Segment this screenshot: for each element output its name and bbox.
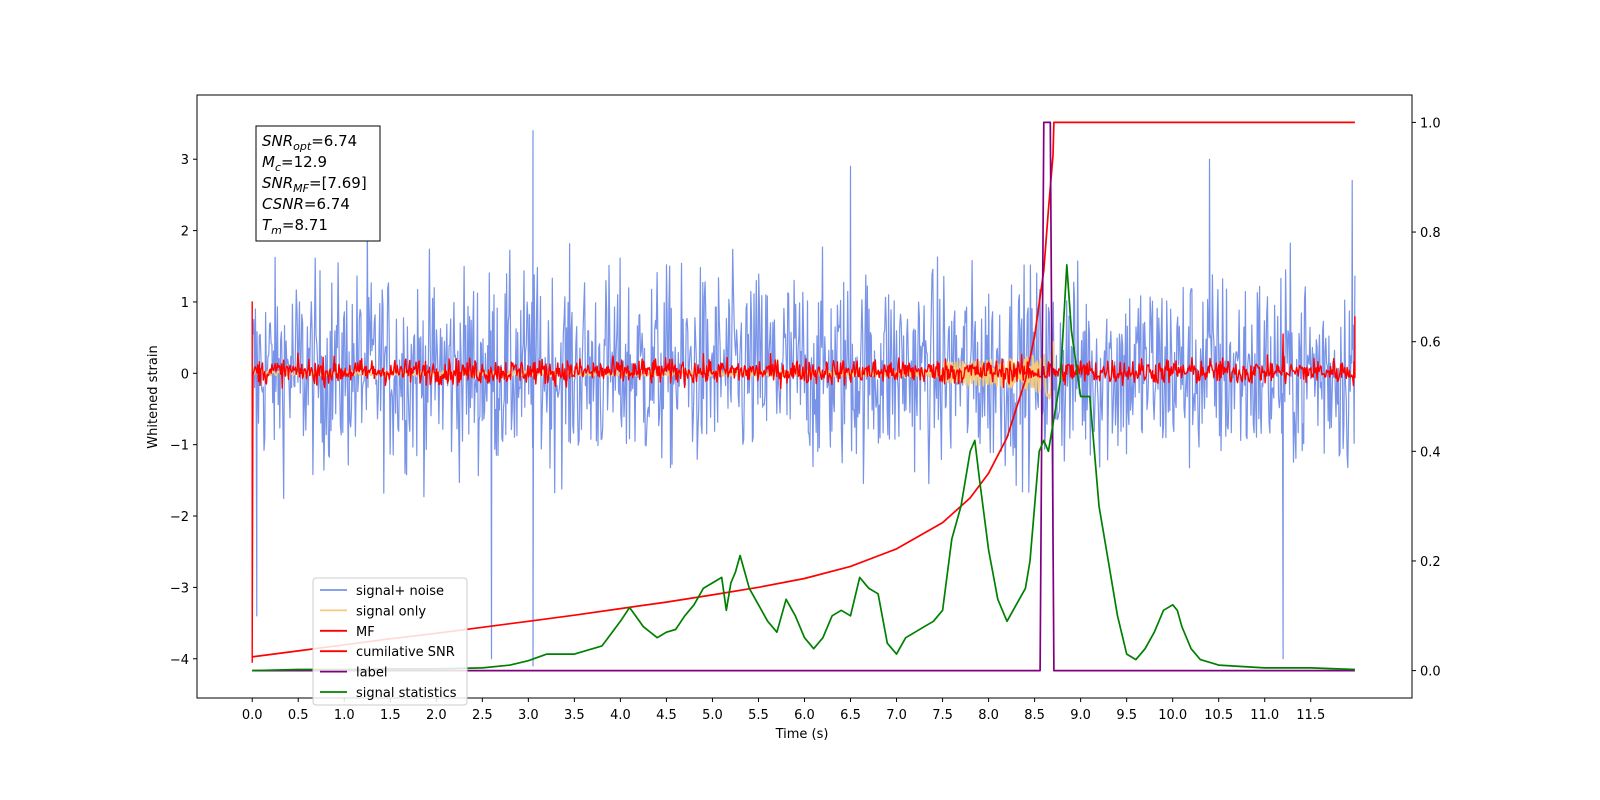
y-left-tick-label: 1 (181, 296, 189, 311)
x-tick-label: 2.5 (472, 708, 493, 723)
series-signal-statistics (252, 264, 1355, 672)
info-line: SNRMF=[7.69] (262, 174, 367, 195)
x-tick-label: 0.5 (288, 708, 309, 723)
x-tick-label: 3.0 (518, 708, 539, 723)
series-cumilative-snr (252, 121, 1355, 658)
x-tick-label: 4.5 (656, 708, 677, 723)
legend-label-label: label (356, 666, 387, 681)
x-tick-label: 0.0 (242, 708, 263, 723)
x-tick-label: 1.5 (380, 708, 401, 723)
x-tick-label: 3.5 (564, 708, 585, 723)
legend-frame (312, 577, 468, 706)
info-line: Tm=8.71 (262, 216, 328, 237)
y-right-tick-label: 0.6 (1420, 336, 1441, 351)
x-tick-label: 11.5 (1296, 708, 1325, 723)
info-box-frame (255, 125, 381, 242)
x-tick-label: 6.5 (840, 708, 861, 723)
x-tick-label: 10.0 (1158, 708, 1187, 723)
info-line: Mc=12.9 (262, 153, 327, 174)
y-left-tick-label: −2 (170, 510, 189, 525)
y-right-tick-label: 0.4 (1420, 445, 1441, 460)
x-tick-label: 10.5 (1204, 708, 1233, 723)
y-left-tick-label: 3 (181, 153, 189, 168)
y-right-tick-label: 0.0 (1420, 665, 1441, 680)
y-left-tick-label: 2 (181, 225, 189, 240)
x-tick-label: 6.0 (794, 708, 815, 723)
x-tick-label: 11.0 (1250, 708, 1279, 723)
y-right-tick-label: 0.2 (1420, 555, 1441, 570)
y-left-tick-label: −1 (170, 439, 189, 454)
y-left-tick-label: −3 (170, 581, 189, 596)
legend-label-signal-noise: signal+ noise (356, 584, 444, 599)
x-tick-label: 5.0 (702, 708, 723, 723)
y-right-tick-label: 1.0 (1420, 116, 1441, 131)
x-tick-label: 8.0 (978, 708, 999, 723)
x-tick-label: 8.5 (1024, 708, 1045, 723)
x-tick-label: 7.0 (886, 708, 907, 723)
x-tick-label: 9.5 (1116, 708, 1137, 723)
x-tick-label: 7.5 (932, 708, 953, 723)
legend-label-mf: MF (356, 625, 375, 640)
x-tick-label: 5.5 (748, 708, 769, 723)
series-label (252, 121, 1355, 672)
x-tick-label: 4.0 (610, 708, 631, 723)
x-tick-label: 2.0 (426, 708, 447, 723)
series-mf (251, 301, 1356, 663)
x-axis-label: Time (s) (775, 727, 829, 742)
info-line: SNRopt=6.74 (262, 132, 357, 153)
legend-label-cumilative-snr: cumilative SNR (356, 645, 455, 660)
legend-label-signal-only: signal only (356, 604, 426, 619)
x-tick-label: 9.0 (1070, 708, 1091, 723)
x-tick-label: 1.0 (334, 708, 355, 723)
y-right-tick-label: 0.8 (1420, 226, 1441, 241)
legend-label-signal-statistics: signal statistics (356, 686, 457, 701)
y-axis-label: Whitened strain (146, 345, 161, 448)
info-line: CSNR=6.74 (262, 195, 350, 213)
y-left-tick-label: 0 (181, 367, 189, 382)
legend: signal+ noise signal only MF cumilative SNR… (312, 577, 468, 706)
y-left-tick-label: −4 (170, 653, 189, 668)
